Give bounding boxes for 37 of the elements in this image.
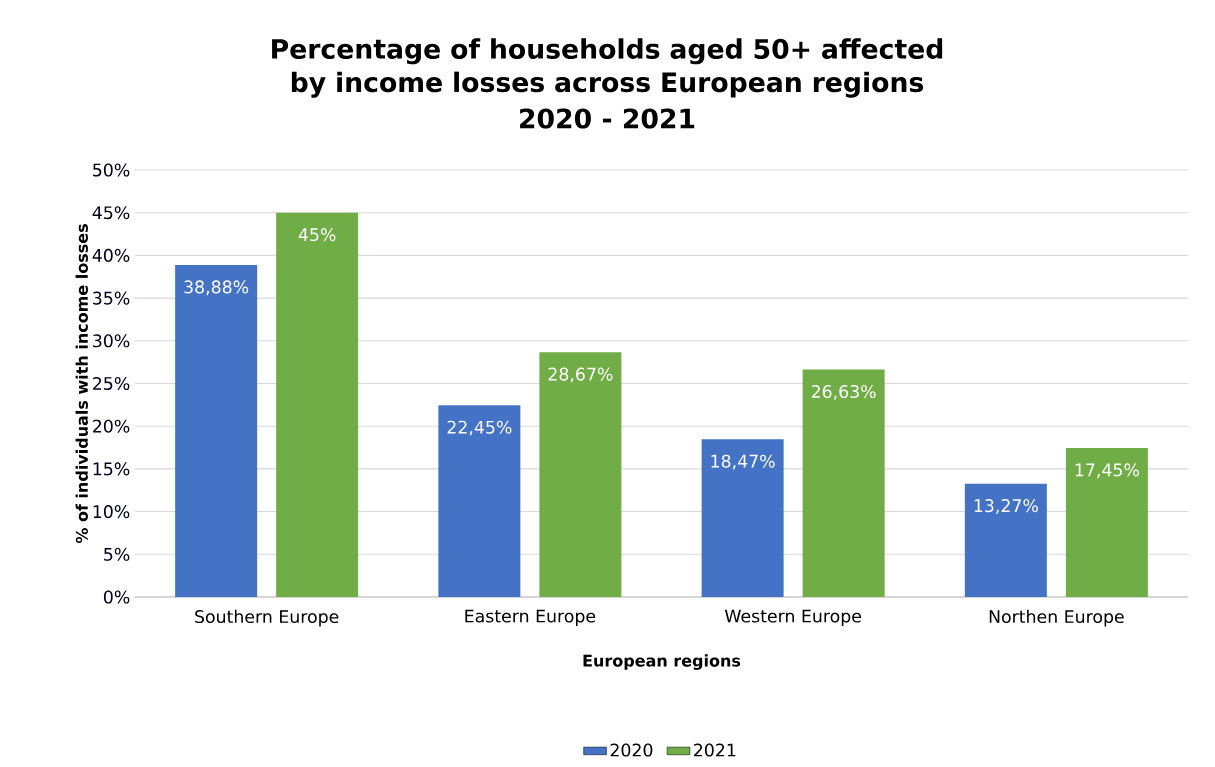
- bar: [276, 212, 359, 597]
- bar: [964, 483, 1047, 597]
- x-tick-label: Western Europe: [724, 609, 861, 626]
- y-tick-label: 20%: [93, 419, 130, 433]
- bar: [539, 352, 622, 597]
- y-axis-title: % of individuals with income losses: [75, 224, 88, 544]
- bar: [1065, 447, 1148, 597]
- data-label: 28,67%: [548, 367, 613, 383]
- x-axis-title: European regions: [583, 654, 741, 670]
- chart-subtitle: 2020 - 2021: [520, 108, 695, 129]
- y-tick-label: 15%: [93, 462, 130, 476]
- data-label: 22,45%: [447, 420, 512, 436]
- data-label: 26,63%: [811, 384, 876, 400]
- y-tick-label: 40%: [92, 248, 130, 262]
- data-label: 13,27%: [974, 499, 1038, 514]
- data-label: 38,88%: [184, 280, 249, 296]
- bar: [701, 439, 784, 597]
- chart-title: Percentage of households aged 50+ affected by income losses across European regions: [272, 38, 943, 98]
- data-label: 18,47%: [711, 454, 775, 470]
- legend-label: 2021: [694, 743, 736, 757]
- y-tick-label: 25%: [93, 376, 130, 391]
- y-tick-label: 45%: [92, 206, 130, 220]
- y-tick-label: 0%: [103, 590, 130, 604]
- data-label: 17,45%: [1075, 463, 1139, 479]
- bar: [438, 405, 521, 597]
- y-tick-label: 35%: [93, 291, 130, 305]
- y-tick-label: 10%: [93, 505, 130, 519]
- y-tick-label: 30%: [93, 334, 130, 348]
- bar: [802, 369, 885, 597]
- bar: [175, 264, 258, 597]
- data-label: 45%: [298, 228, 336, 242]
- x-tick-label: Northen Europe: [989, 609, 1124, 627]
- x-tick-label: Southern Europe: [195, 609, 339, 627]
- x-tick-label: Eastern Europe: [465, 609, 596, 626]
- y-tick-label: 5%: [104, 547, 130, 561]
- y-tick-label: 50%: [93, 163, 130, 177]
- legend-label: 2020: [610, 743, 653, 757]
